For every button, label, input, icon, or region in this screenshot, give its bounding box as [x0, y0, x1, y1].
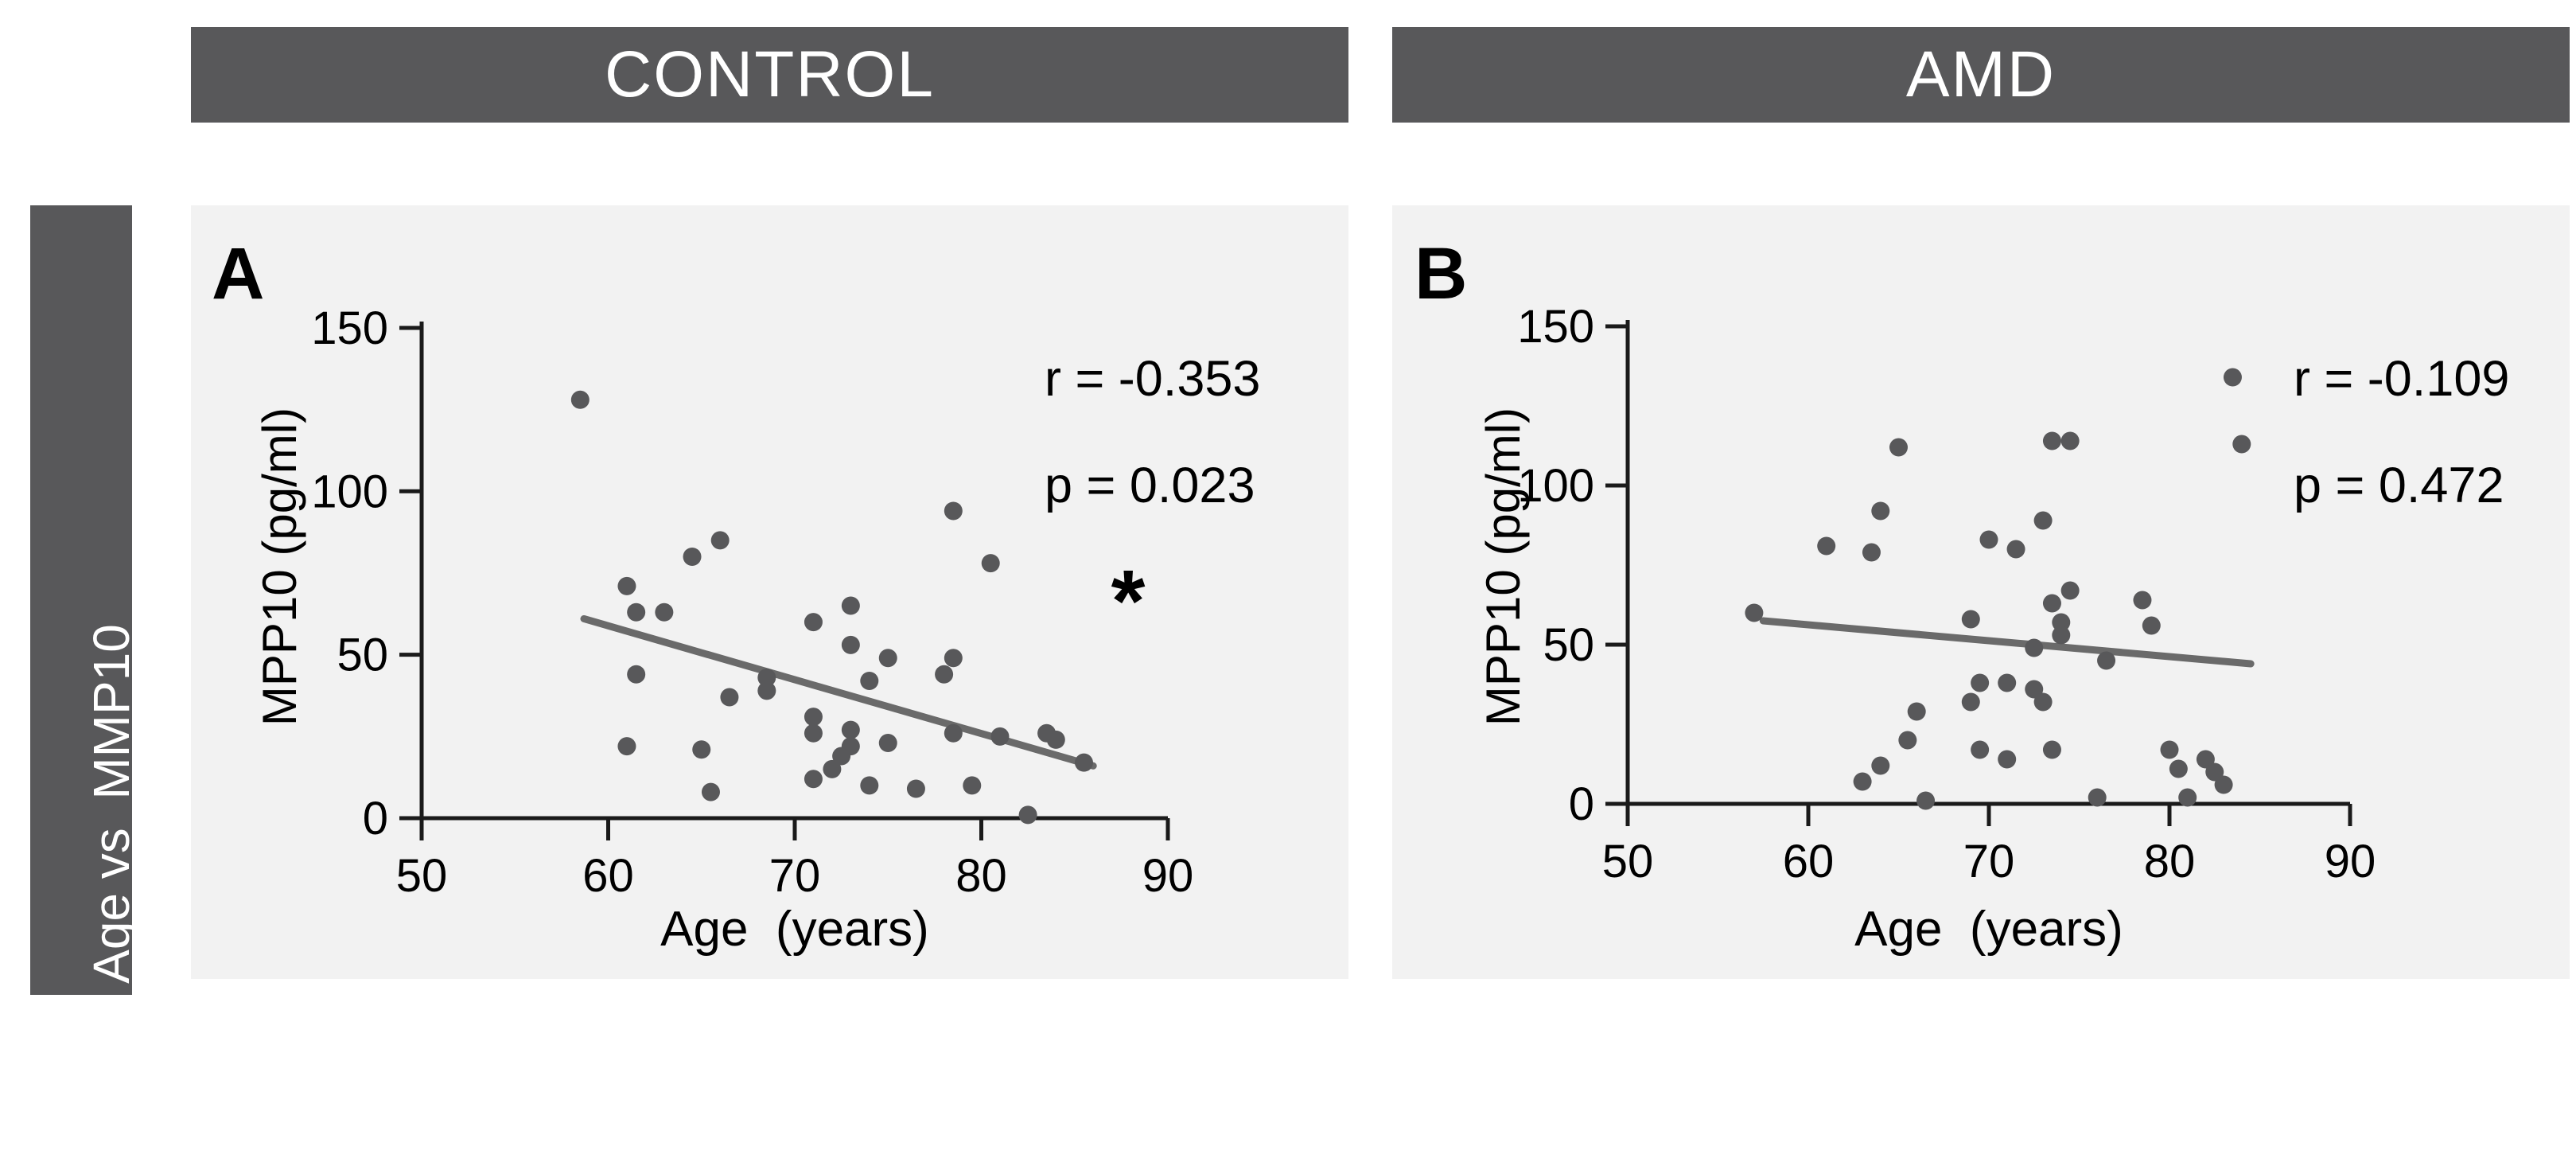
panel-b-r-value: r = -0.109	[2294, 351, 2510, 407]
row-label-age-vs-mmp10: Age vs MMP10	[83, 624, 140, 984]
control-group-label: CONTROL	[605, 38, 935, 111]
panel-a-significance-asterisk: *	[1111, 552, 1146, 650]
figure-page: { "banners": { "control": "CONTROL", "am…	[30, 27, 2570, 995]
panel-a-r-value: r = -0.353	[1045, 351, 1261, 407]
panel-b-correlation-annotation: r = -0.109 p = 0.472	[2266, 299, 2552, 624]
amd-group-label: AMD	[1905, 38, 2057, 111]
panel-b-p-value: p = 0.472	[2294, 458, 2504, 513]
panel-b-background	[1392, 205, 2570, 979]
amd-group-header: AMD	[1392, 27, 2570, 123]
panel-a-y-axis-title: MPP10 (pg/ml)	[253, 407, 306, 727]
control-group-header: CONTROL	[191, 27, 1348, 123]
panel-a-correlation-annotation: r = -0.353 p = 0.023 *	[1017, 299, 1303, 686]
panel-a-x-axis-title: Age (years)	[660, 902, 929, 957]
panel-a-letter: A	[212, 233, 265, 314]
panel-a-p-value: p = 0.023	[1045, 458, 1255, 513]
panel-b-x-axis-title: Age (years)	[1854, 902, 2123, 957]
panel-a-background	[191, 205, 1348, 979]
panel-b-y-axis-title: MPP10 (pg/ml)	[1477, 407, 1530, 727]
row-label-strip: Age vs MMP10	[30, 205, 140, 995]
panel-b-letter: B	[1414, 233, 1468, 314]
